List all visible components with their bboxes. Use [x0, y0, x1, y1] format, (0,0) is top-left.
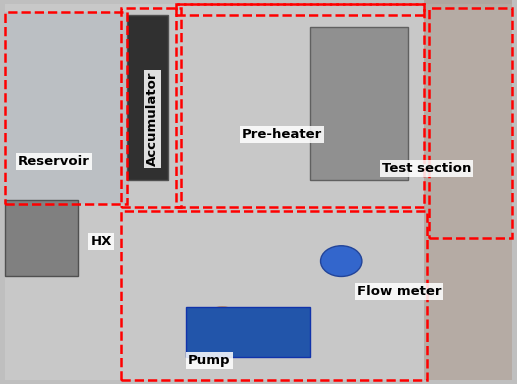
Bar — [176, 4, 424, 15]
Text: Test section: Test section — [382, 162, 472, 175]
Text: Pre-heater: Pre-heater — [241, 128, 322, 141]
Text: Reservoir: Reservoir — [18, 155, 90, 168]
Bar — [176, 4, 424, 207]
FancyBboxPatch shape — [5, 4, 512, 380]
Bar — [186, 307, 310, 357]
Bar — [5, 12, 127, 204]
Ellipse shape — [191, 307, 253, 353]
Bar — [429, 8, 512, 238]
Bar — [121, 8, 181, 207]
Text: Accumulator: Accumulator — [146, 72, 159, 166]
Bar — [310, 27, 408, 180]
Text: Pump: Pump — [188, 354, 231, 367]
FancyBboxPatch shape — [424, 0, 512, 380]
Bar — [5, 200, 78, 276]
Text: HX: HX — [90, 235, 112, 248]
Bar — [121, 211, 427, 380]
Circle shape — [321, 246, 362, 276]
FancyBboxPatch shape — [5, 12, 129, 204]
Text: Flow meter: Flow meter — [357, 285, 441, 298]
Bar — [127, 15, 168, 180]
